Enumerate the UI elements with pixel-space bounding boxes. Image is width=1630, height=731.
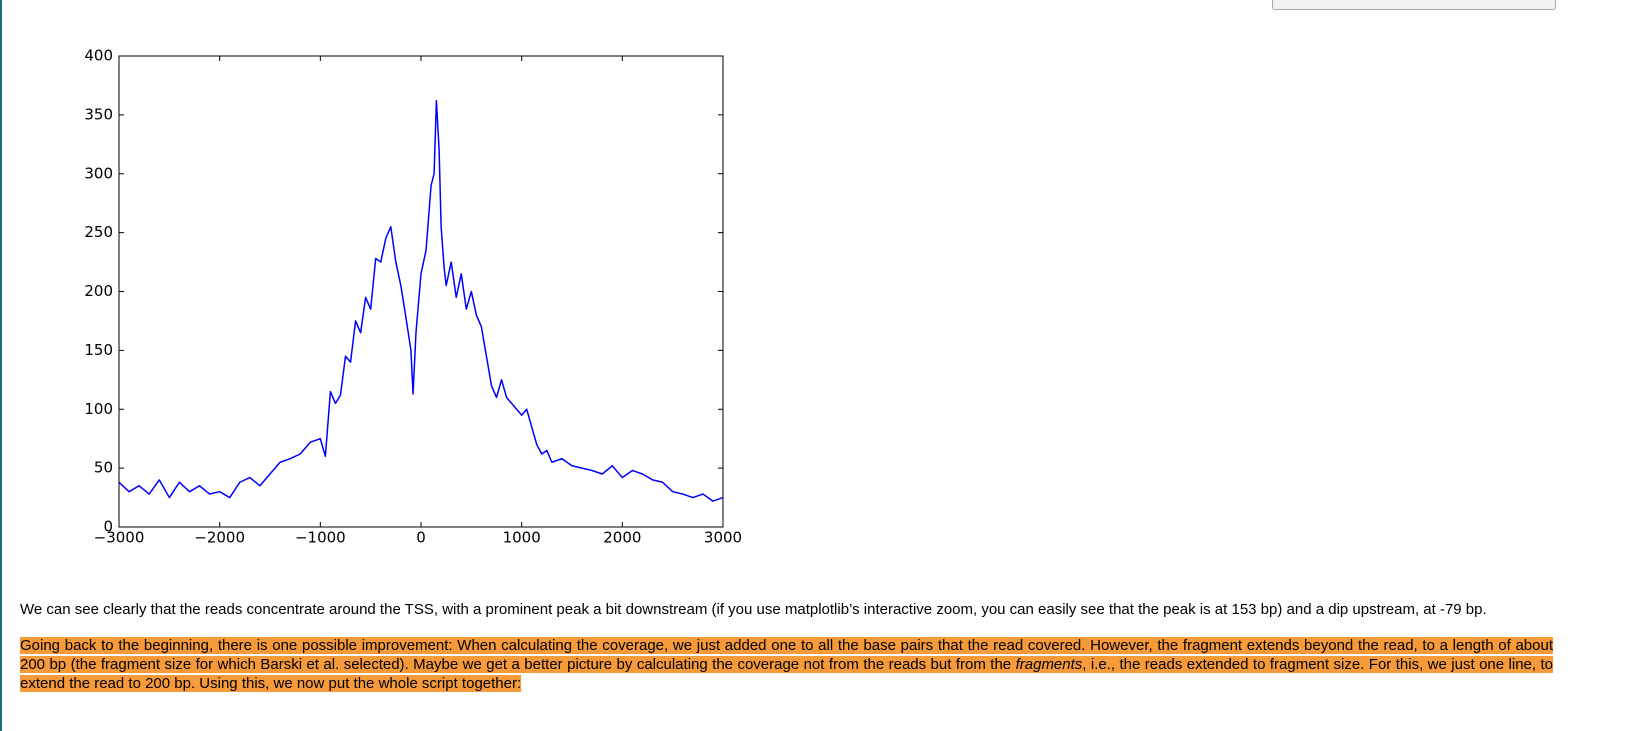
y-tick-label: 350	[84, 105, 113, 123]
y-tick-label: 0	[103, 518, 113, 536]
window-edge	[0, 0, 2, 731]
x-tick-label: −3000	[94, 529, 145, 547]
y-tick-label: 100	[84, 400, 113, 418]
data-line	[118, 100, 724, 502]
y-tick-label: 250	[84, 223, 113, 241]
plot-frame	[118, 55, 724, 528]
emphasis: fragments	[1015, 656, 1083, 673]
y-tick-label: 400	[84, 47, 113, 65]
y-tick-label: 150	[84, 341, 113, 359]
y-tick-label: 200	[84, 282, 113, 300]
x-tick-label: 2000	[603, 529, 641, 547]
y-tick-label: 50	[94, 459, 113, 477]
x-tick-label: −1000	[295, 529, 346, 547]
x-tick-label: 1000	[503, 529, 541, 547]
y-tick-label: 300	[84, 164, 113, 182]
x-tick-label: −2000	[194, 529, 245, 547]
x-tick-label: 0	[416, 529, 426, 547]
text: Going back to the beginning, there is on…	[20, 637, 1553, 673]
paragraph: Going back to the beginning, there is on…	[20, 636, 1553, 693]
search-box[interactable]	[1272, 0, 1556, 10]
text: , i.e., the reads extended to fragment s…	[20, 656, 1553, 692]
highlighted-text: Going back to the beginning, there is on…	[20, 637, 1553, 692]
chart: 0 50 100 150 200 250 300 350 400 −3000 −2000 −1000 0…	[84, 47, 742, 547]
x-tick-label: 3000	[704, 529, 742, 547]
paragraph: We can see clearly that the reads concen…	[20, 601, 1487, 618]
